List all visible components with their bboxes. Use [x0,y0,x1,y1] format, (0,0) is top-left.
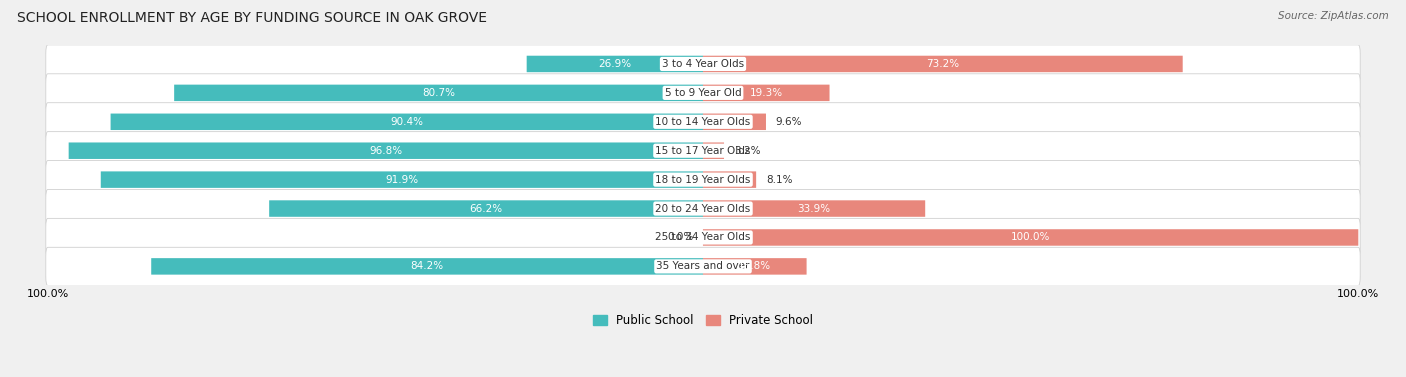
Text: 18 to 19 Year Olds: 18 to 19 Year Olds [655,175,751,185]
Text: 20 to 24 Year Olds: 20 to 24 Year Olds [655,204,751,213]
FancyBboxPatch shape [46,132,1360,170]
FancyBboxPatch shape [111,113,703,130]
FancyBboxPatch shape [703,172,756,188]
Text: 100.0%: 100.0% [1011,233,1050,242]
FancyBboxPatch shape [152,258,703,274]
FancyBboxPatch shape [174,84,703,101]
Text: 73.2%: 73.2% [927,59,959,69]
FancyBboxPatch shape [527,56,703,72]
Text: 90.4%: 90.4% [391,117,423,127]
Text: 8.1%: 8.1% [766,175,793,185]
FancyBboxPatch shape [703,258,807,274]
FancyBboxPatch shape [703,229,1358,246]
FancyBboxPatch shape [101,172,703,188]
FancyBboxPatch shape [46,247,1360,285]
Legend: Public School, Private School: Public School, Private School [588,310,818,332]
Text: 3.2%: 3.2% [734,146,761,156]
Text: 15.8%: 15.8% [738,261,772,271]
Text: 96.8%: 96.8% [370,146,402,156]
Text: 35 Years and over: 35 Years and over [657,261,749,271]
Text: 26.9%: 26.9% [599,59,631,69]
Text: 15 to 17 Year Olds: 15 to 17 Year Olds [655,146,751,156]
Text: 9.6%: 9.6% [776,117,803,127]
Text: 91.9%: 91.9% [385,175,419,185]
Text: 3 to 4 Year Olds: 3 to 4 Year Olds [662,59,744,69]
FancyBboxPatch shape [46,103,1360,141]
Text: 5 to 9 Year Old: 5 to 9 Year Old [665,88,741,98]
Text: SCHOOL ENROLLMENT BY AGE BY FUNDING SOURCE IN OAK GROVE: SCHOOL ENROLLMENT BY AGE BY FUNDING SOUR… [17,11,486,25]
FancyBboxPatch shape [703,84,830,101]
FancyBboxPatch shape [269,200,703,217]
Text: 84.2%: 84.2% [411,261,444,271]
FancyBboxPatch shape [703,113,766,130]
FancyBboxPatch shape [46,218,1360,257]
FancyBboxPatch shape [69,143,703,159]
Text: 10 to 14 Year Olds: 10 to 14 Year Olds [655,117,751,127]
FancyBboxPatch shape [46,74,1360,112]
Text: 19.3%: 19.3% [749,88,783,98]
Text: 80.7%: 80.7% [422,88,456,98]
Text: 0.0%: 0.0% [666,233,693,242]
Text: 25 to 34 Year Olds: 25 to 34 Year Olds [655,233,751,242]
Text: 33.9%: 33.9% [797,204,831,213]
FancyBboxPatch shape [46,190,1360,228]
FancyBboxPatch shape [703,200,925,217]
FancyBboxPatch shape [46,45,1360,83]
Text: 66.2%: 66.2% [470,204,503,213]
FancyBboxPatch shape [703,143,724,159]
FancyBboxPatch shape [703,56,1182,72]
FancyBboxPatch shape [46,161,1360,199]
Text: Source: ZipAtlas.com: Source: ZipAtlas.com [1278,11,1389,21]
